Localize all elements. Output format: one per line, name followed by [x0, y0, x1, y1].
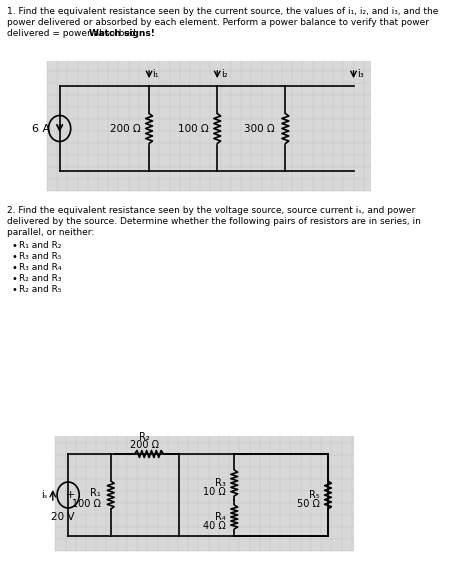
- Text: R₃: R₃: [215, 478, 226, 488]
- Text: power delivered or absorbed by each element. Perform a power balance to verify t: power delivered or absorbed by each elem…: [7, 18, 429, 27]
- Text: 100 Ω: 100 Ω: [178, 123, 209, 134]
- Text: R₅: R₅: [309, 490, 319, 500]
- Text: delivered by the source. Determine whether the following pairs of resistors are : delivered by the source. Determine wheth…: [7, 217, 421, 226]
- Text: i₃: i₃: [357, 69, 364, 79]
- Text: •: •: [12, 263, 18, 273]
- Text: 1. Find the equivalent resistance seen by the current source, the values of i₁, : 1. Find the equivalent resistance seen b…: [7, 7, 438, 16]
- Text: 40 Ω: 40 Ω: [203, 521, 226, 531]
- Text: R₂ and R₃: R₂ and R₃: [19, 274, 61, 283]
- Text: 20 V: 20 V: [51, 512, 75, 522]
- Text: •: •: [12, 252, 18, 262]
- Text: 10 Ω: 10 Ω: [203, 487, 226, 497]
- Text: 300 Ω: 300 Ω: [245, 123, 275, 134]
- Text: R₂ and R₅: R₂ and R₅: [19, 285, 61, 294]
- Text: •: •: [12, 241, 18, 251]
- Text: R₁ and R₂: R₁ and R₂: [19, 241, 61, 250]
- Text: 200 Ω: 200 Ω: [130, 440, 159, 450]
- Text: Watch signs!: Watch signs!: [89, 29, 155, 38]
- Text: 200 Ω: 200 Ω: [110, 123, 141, 134]
- Text: 50 Ω: 50 Ω: [297, 499, 319, 509]
- Text: R₃ and R₅: R₃ and R₅: [19, 252, 61, 261]
- Bar: [55, 436, 354, 551]
- Text: 6 A: 6 A: [32, 123, 50, 134]
- Text: delivered = power absorbed.: delivered = power absorbed.: [7, 29, 141, 38]
- Text: R₂: R₂: [139, 432, 150, 442]
- Text: iₛ: iₛ: [41, 490, 47, 500]
- Bar: [47, 61, 371, 191]
- Text: i₂: i₂: [220, 69, 227, 79]
- Text: 2. Find the equivalent resistance seen by the voltage source, source current iₛ,: 2. Find the equivalent resistance seen b…: [7, 206, 415, 215]
- Text: parallel, or neither:: parallel, or neither:: [7, 228, 94, 237]
- Text: 100 Ω: 100 Ω: [72, 499, 100, 509]
- Text: R₁: R₁: [90, 488, 100, 498]
- Text: •: •: [12, 274, 18, 284]
- Text: •: •: [12, 285, 18, 295]
- Text: +: +: [66, 490, 75, 500]
- Text: R₄: R₄: [215, 512, 226, 522]
- Text: R₃ and R₄: R₃ and R₄: [19, 263, 61, 272]
- Text: i₁: i₁: [153, 69, 159, 79]
